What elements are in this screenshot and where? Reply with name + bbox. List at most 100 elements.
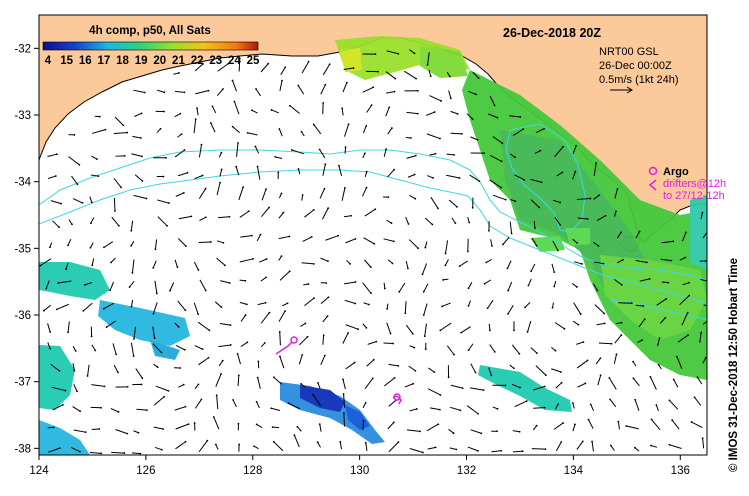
- current-vector-head: [365, 186, 368, 189]
- current-vector: [71, 447, 81, 453]
- current-vector: [532, 425, 538, 431]
- current-vector-head: [96, 158, 98, 161]
- current-vector-head: [496, 430, 498, 433]
- current-vector-head: [317, 382, 319, 384]
- current-vector-head: [212, 416, 215, 418]
- current-vector-head: [227, 62, 230, 65]
- current-vector: [154, 239, 158, 250]
- current-vector: [90, 174, 99, 177]
- current-vector-head: [440, 100, 442, 102]
- current-vector: [691, 421, 703, 429]
- current-vector: [506, 260, 512, 269]
- current-vector: [177, 300, 186, 311]
- current-vector-head: [708, 318, 710, 320]
- current-vector: [47, 175, 56, 180]
- current-vector: [198, 357, 209, 366]
- current-vector: [446, 153, 455, 156]
- current-vector: [533, 407, 545, 409]
- current-vector: [297, 85, 305, 95]
- current-vector-head: [632, 377, 635, 380]
- current-vector-head: [670, 259, 673, 262]
- current-vector-head: [222, 88, 224, 90]
- current-vector-head: [143, 91, 146, 94]
- current-vector: [130, 220, 134, 231]
- current-vector-head: [615, 210, 617, 213]
- current-vector: [487, 113, 498, 119]
- current-vector: [554, 217, 561, 226]
- x-tick-label: 136: [671, 465, 690, 477]
- current-vector: [214, 301, 222, 308]
- argo-drifter-tracks: [275, 336, 402, 405]
- current-vector-head: [90, 201, 93, 204]
- current-vector: [111, 451, 125, 454]
- current-vector-head: [228, 282, 231, 284]
- current-vector-head: [141, 377, 144, 380]
- current-vector: [157, 216, 168, 227]
- current-vector: [341, 108, 344, 116]
- current-vector-head: [244, 279, 247, 282]
- current-vector: [574, 261, 583, 265]
- current-vector-head: [42, 309, 45, 312]
- current-vector-head: [268, 311, 271, 314]
- current-vector-head: [60, 202, 62, 205]
- current-vector: [386, 219, 392, 224]
- current-vector: [134, 174, 143, 182]
- current-vector: [216, 395, 219, 410]
- current-vector: [256, 423, 263, 429]
- current-vector: [345, 324, 359, 330]
- current-vector: [535, 365, 547, 376]
- current-vector: [468, 90, 477, 95]
- current-vector-head: [370, 292, 372, 295]
- current-vector-head: [701, 437, 704, 440]
- current-vector: [193, 302, 199, 315]
- current-vector-head: [392, 342, 394, 345]
- current-vector: [259, 258, 267, 263]
- current-vector: [301, 262, 314, 265]
- current-vector: [509, 115, 521, 118]
- current-vector: [552, 240, 559, 251]
- current-vector: [524, 302, 531, 308]
- current-vector: [320, 257, 329, 262]
- current-vector-head: [442, 279, 445, 281]
- current-vector-head: [582, 341, 585, 343]
- current-vector: [175, 192, 185, 197]
- current-vector-head: [183, 91, 186, 94]
- current-vector: [47, 323, 51, 333]
- current-vector-head: [560, 441, 563, 443]
- current-vector-head: [167, 389, 170, 392]
- current-vector: [424, 241, 428, 248]
- current-vector: [531, 238, 538, 247]
- current-vector-head: [327, 207, 330, 210]
- current-vector-head: [244, 314, 247, 316]
- current-vector: [343, 393, 346, 408]
- current-vector: [91, 129, 106, 134]
- current-vector-head: [655, 404, 658, 406]
- current-vector-head: [207, 89, 210, 92]
- current-vector: [238, 58, 241, 72]
- current-vector: [700, 278, 707, 282]
- current-vector: [90, 217, 95, 224]
- current-vector-head: [665, 297, 668, 300]
- current-vector-head: [206, 439, 209, 442]
- x-axis: 124 126 128 130 132 134 136: [29, 455, 690, 477]
- current-vector-head: [617, 420, 620, 423]
- sst-coastal-warm: [335, 36, 707, 380]
- current-vector: [47, 153, 57, 158]
- current-vector: [178, 215, 192, 220]
- current-vector: [344, 124, 350, 137]
- current-vector-head: [630, 302, 633, 305]
- current-vector: [134, 112, 142, 117]
- current-vector-head: [201, 174, 204, 177]
- current-vector: [279, 270, 291, 281]
- sst-offshore-cool: [39, 262, 572, 455]
- current-vector: [195, 90, 209, 95]
- current-vector: [174, 113, 181, 118]
- current-vector: [576, 360, 588, 369]
- current-vector-head: [701, 211, 704, 214]
- current-vector-head: [449, 97, 452, 100]
- current-vector: [194, 63, 204, 72]
- current-vector: [197, 321, 210, 331]
- current-vector-head: [82, 309, 85, 312]
- current-vector-head: [433, 371, 436, 373]
